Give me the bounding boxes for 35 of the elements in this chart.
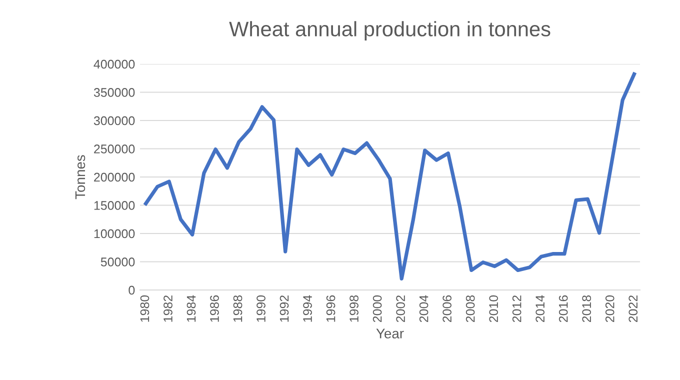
x-tick-label: 2000 [372, 295, 382, 322]
x-tick-label: 1986 [210, 295, 219, 322]
y-tick-label: 200000 [94, 172, 135, 182]
x-tick-label: 2004 [419, 295, 428, 322]
x-tick-label: 2018 [582, 295, 592, 322]
x-tick-label: 2002 [396, 295, 405, 322]
x-tick-label: 2020 [605, 295, 614, 322]
x-tick-label: 2016 [558, 295, 568, 322]
x-tick-label: 1982 [164, 295, 172, 322]
y-tick-label: 300000 [94, 116, 135, 126]
y-tick-label: 250000 [94, 144, 135, 154]
x-tick-label: 2008 [466, 295, 475, 322]
y-tick-label: 50000 [100, 258, 135, 266]
x-tick-label: 2006 [442, 295, 452, 322]
x-tick-label: 2022 [628, 295, 638, 322]
x-tick-label: 1998 [350, 295, 358, 322]
x-tick-label: 1980 [140, 295, 150, 322]
line-series [144, 72, 636, 281]
y-tick-label: 100000 [94, 229, 135, 238]
y-axis-title: Tonnes [75, 155, 86, 200]
x-tick-label: 1992 [280, 295, 289, 322]
x-tick-label: 1984 [186, 295, 196, 322]
chart-title: Wheat annual production in tonnes [229, 21, 550, 41]
x-tick-label: 2012 [512, 295, 522, 322]
y-tick-label: 400000 [94, 60, 135, 69]
y-tick-label: 150000 [94, 201, 135, 210]
x-tick-label: 1990 [256, 295, 266, 322]
x-tick-label: 2010 [489, 295, 498, 322]
x-tick-label: 1994 [303, 295, 312, 322]
x-tick-label: 1988 [233, 295, 242, 322]
x-axis-title: Year [376, 328, 404, 338]
y-tick-label: 350000 [94, 88, 135, 97]
y-tick-label: 0 [128, 286, 135, 295]
x-tick-label: 2014 [536, 295, 545, 322]
x-tick-label: 1996 [326, 295, 336, 322]
